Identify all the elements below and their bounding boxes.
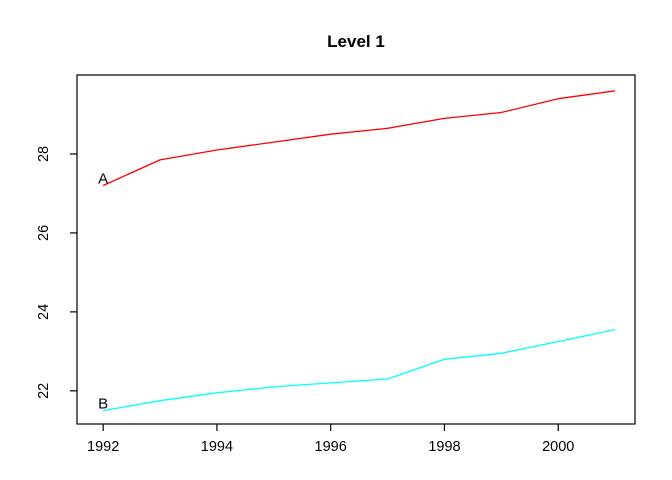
chart-title: Level 1 (327, 32, 385, 51)
y-tick-label: 22 (36, 383, 52, 399)
x-tick-label: 1994 (201, 439, 233, 455)
y-tick-label: 26 (36, 225, 52, 241)
x-tick-label: 2000 (542, 439, 574, 455)
plot-frame (76, 74, 636, 425)
series-line-B (103, 328, 616, 412)
series-line-A (102, 90, 616, 187)
y-tick-label: 28 (36, 146, 52, 162)
series-label-A: A (98, 171, 108, 188)
series-label-B: B (98, 396, 108, 413)
x-tick-label: 1992 (87, 439, 119, 455)
x-tick-label: 1998 (428, 439, 460, 455)
x-tick-label: 1996 (315, 439, 347, 455)
y-tick-label: 24 (36, 304, 52, 320)
